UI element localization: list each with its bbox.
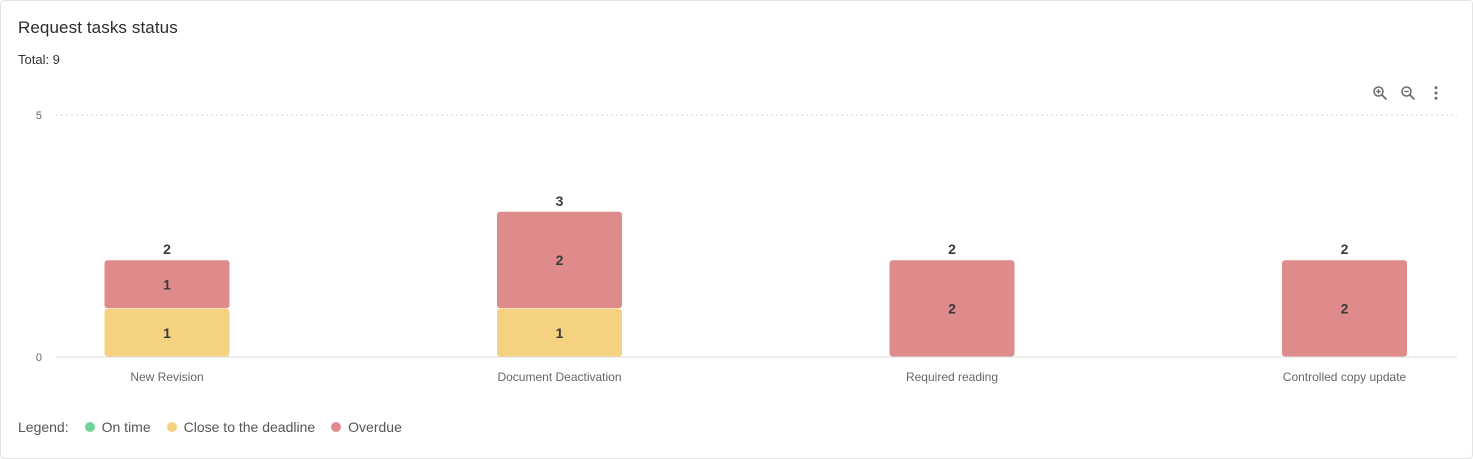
- chart-legend: Legend: On time Close to the deadline Ov…: [18, 419, 418, 435]
- chart-menu-button[interactable]: [1425, 82, 1447, 104]
- total-count: Total: 9: [18, 52, 60, 67]
- bar-total-label: 2: [1341, 241, 1349, 257]
- x-category-label: Document Deactivation: [497, 370, 621, 384]
- chart-toolbar: [1369, 81, 1453, 105]
- bar-segment-label: 2: [1341, 301, 1349, 317]
- zoom-out-button[interactable]: [1397, 82, 1419, 104]
- bar-total-label: 3: [556, 193, 564, 209]
- x-category-label: Required reading: [906, 370, 998, 384]
- x-category-label: Controlled copy update: [1283, 370, 1407, 384]
- y-tick-label: 5: [36, 110, 42, 122]
- bar-segment: [497, 211, 622, 309]
- bar-segment-label: 1: [163, 276, 171, 292]
- legend-item-close-to-deadline[interactable]: Close to the deadline: [166, 419, 316, 435]
- card-title: Request tasks status: [18, 18, 178, 37]
- zoom-in-icon: [1373, 86, 1387, 100]
- more-vert-icon: [1434, 86, 1438, 100]
- legend-item-on-time[interactable]: On time: [84, 419, 151, 435]
- y-tick-label: 0: [36, 352, 42, 364]
- zoom-in-button[interactable]: [1369, 82, 1391, 104]
- bar-segment: [1282, 260, 1407, 357]
- bar-segment: [104, 308, 230, 357]
- bar-total-label: 2: [948, 241, 956, 257]
- legend-label-close-to-deadline: Close to the deadline: [183, 419, 316, 435]
- bar-total-label: 2: [163, 241, 171, 257]
- bar-segment-label: 2: [556, 252, 564, 268]
- bar-segment: [889, 260, 1015, 357]
- bar-segment: [104, 260, 230, 309]
- legend-item-overdue[interactable]: Overdue: [331, 419, 402, 435]
- bar-segment-label: 1: [556, 325, 564, 341]
- legend-label-overdue: Overdue: [348, 419, 402, 435]
- bar-segment: [497, 308, 622, 357]
- legend-title: Legend:: [18, 419, 69, 435]
- legend-dot-overdue: [331, 422, 342, 432]
- x-category-label: New Revision: [130, 370, 203, 384]
- legend-label-on-time: On time: [101, 419, 151, 435]
- bar-segment-label: 1: [163, 325, 171, 341]
- bar-segment-label: 2: [948, 301, 956, 317]
- stacked-bar-chart: 0 5 1 1 2 New Revision 1 2 3 Document Deactivatio…: [36, 110, 1457, 384]
- legend-dot-on-time: [84, 422, 95, 432]
- legend-dot-close-to-deadline: [166, 422, 177, 432]
- zoom-out-icon: [1401, 86, 1415, 100]
